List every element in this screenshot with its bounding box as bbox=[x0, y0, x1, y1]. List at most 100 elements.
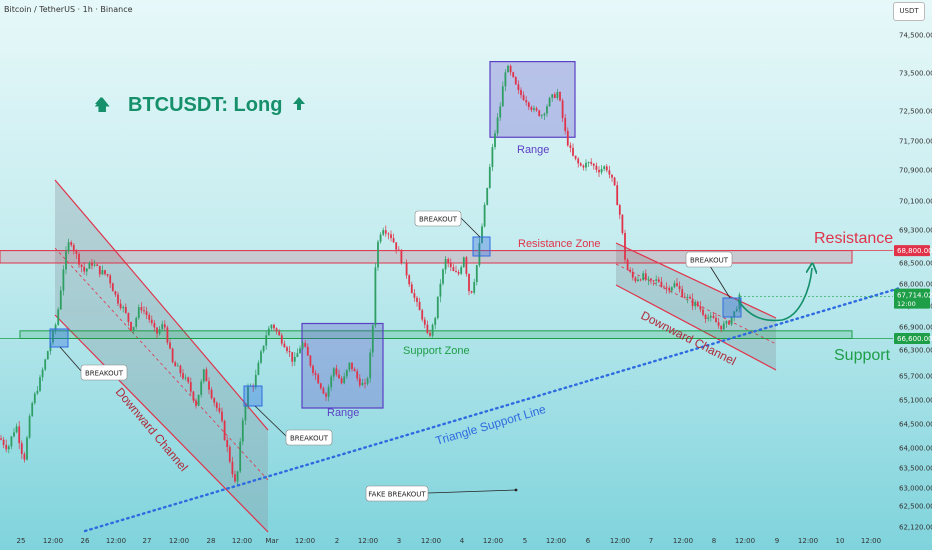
candle-body bbox=[293, 356, 296, 362]
candle-body bbox=[223, 420, 226, 441]
candle-body bbox=[364, 382, 366, 384]
candle-body bbox=[429, 332, 431, 336]
candle-body bbox=[572, 147, 574, 156]
candle-body bbox=[621, 214, 624, 234]
candle-body bbox=[624, 233, 626, 260]
candle-body bbox=[403, 262, 405, 264]
downward-channel-1-area bbox=[55, 180, 268, 532]
candle-body bbox=[418, 301, 421, 311]
candle-body bbox=[530, 106, 533, 110]
x-tick-label: 12:00 bbox=[106, 537, 126, 545]
candle-body bbox=[299, 348, 301, 354]
currency-button[interactable]: USDT bbox=[893, 2, 925, 21]
candle-body bbox=[533, 108, 535, 110]
candle-body bbox=[309, 355, 312, 366]
candle-body bbox=[650, 278, 652, 281]
x-tick-label: 25 bbox=[17, 537, 26, 545]
candle-body bbox=[234, 474, 236, 482]
candle-body bbox=[392, 238, 395, 243]
candle-body bbox=[239, 441, 242, 472]
candle-body bbox=[265, 335, 268, 346]
candle-body bbox=[611, 174, 613, 178]
candle-body bbox=[304, 342, 307, 347]
candle-body bbox=[182, 373, 184, 379]
candle-body bbox=[637, 279, 639, 282]
candle-body bbox=[689, 296, 691, 299]
y-tick-label: 64,000.00 bbox=[899, 445, 932, 453]
candle-body bbox=[670, 287, 673, 291]
candle-body bbox=[83, 266, 86, 272]
breakout-callout-1-text: BREAKOUT bbox=[85, 370, 124, 378]
level-tag-text-1: 66,600.00 bbox=[897, 335, 932, 343]
x-tick-label: 27 bbox=[143, 537, 152, 545]
candle-body bbox=[663, 286, 665, 288]
callout-connector-1 bbox=[59, 346, 83, 373]
candle-body bbox=[444, 259, 447, 270]
current-price-time: 12:00 bbox=[897, 300, 916, 308]
candle-body bbox=[317, 374, 320, 384]
candle-body bbox=[379, 234, 382, 242]
candle-body bbox=[236, 471, 239, 482]
candle-body bbox=[0, 438, 2, 440]
downward-channel-1-top-line bbox=[54, 179, 269, 431]
candle-body bbox=[192, 391, 195, 401]
candle-body bbox=[447, 259, 450, 263]
zones-layer bbox=[0, 250, 893, 340]
candle-body bbox=[413, 293, 416, 298]
callout-connector-2 bbox=[254, 405, 287, 437]
candle-body bbox=[85, 268, 88, 272]
candle-body bbox=[436, 296, 439, 319]
candle-body bbox=[286, 347, 288, 352]
candle-body bbox=[634, 277, 637, 282]
candle-body bbox=[62, 269, 65, 291]
candle-body bbox=[585, 162, 587, 168]
candle-body bbox=[704, 314, 707, 320]
current-price-tag bbox=[894, 288, 930, 309]
y-tick-label: 65,100.00 bbox=[899, 397, 932, 405]
candle-body bbox=[488, 166, 491, 188]
candle-body bbox=[525, 100, 528, 103]
fake-breakout-dot bbox=[514, 488, 518, 492]
candle-body bbox=[366, 378, 369, 384]
candle-body bbox=[111, 283, 114, 292]
candle-body bbox=[657, 279, 660, 282]
candle-body bbox=[340, 378, 343, 384]
current-price-text: 67,714.02 bbox=[897, 292, 932, 300]
candle-body bbox=[460, 267, 463, 274]
candle-body bbox=[696, 301, 699, 307]
candle-body bbox=[735, 309, 738, 312]
x-tick-label: 7 bbox=[649, 537, 653, 545]
support-label: Support bbox=[834, 347, 891, 364]
candle-body bbox=[582, 165, 585, 168]
candle-body bbox=[210, 389, 213, 399]
candle-body bbox=[494, 133, 496, 148]
candle-body bbox=[644, 273, 647, 280]
candle-body bbox=[694, 301, 697, 307]
candle-body bbox=[218, 408, 221, 412]
candle-body bbox=[101, 270, 104, 275]
y-tick-label: 70,100.00 bbox=[899, 198, 932, 206]
callout-connector-5 bbox=[427, 489, 517, 494]
candle-body bbox=[78, 253, 80, 265]
candle-body bbox=[231, 461, 234, 475]
candle-body bbox=[257, 362, 260, 375]
candle-body bbox=[600, 168, 603, 173]
candle-body bbox=[132, 326, 135, 331]
candle-body bbox=[639, 279, 642, 281]
candle-body bbox=[98, 265, 101, 275]
breakout-callout-2-text: BREAKOUT bbox=[290, 435, 329, 443]
candle-body bbox=[384, 230, 387, 234]
candle-body bbox=[423, 319, 426, 325]
candle-body bbox=[730, 317, 733, 325]
candle-body bbox=[702, 309, 704, 315]
candle-body bbox=[140, 307, 143, 311]
candle-body bbox=[28, 416, 31, 438]
level-tag-0 bbox=[894, 245, 930, 257]
candle-body bbox=[613, 177, 616, 186]
candle-body bbox=[522, 95, 525, 101]
candle-body bbox=[278, 331, 281, 336]
downward-channel-2-bottom-line bbox=[615, 284, 777, 371]
candle-body bbox=[148, 314, 151, 320]
downward-channel-1-mid-line bbox=[54, 247, 269, 481]
